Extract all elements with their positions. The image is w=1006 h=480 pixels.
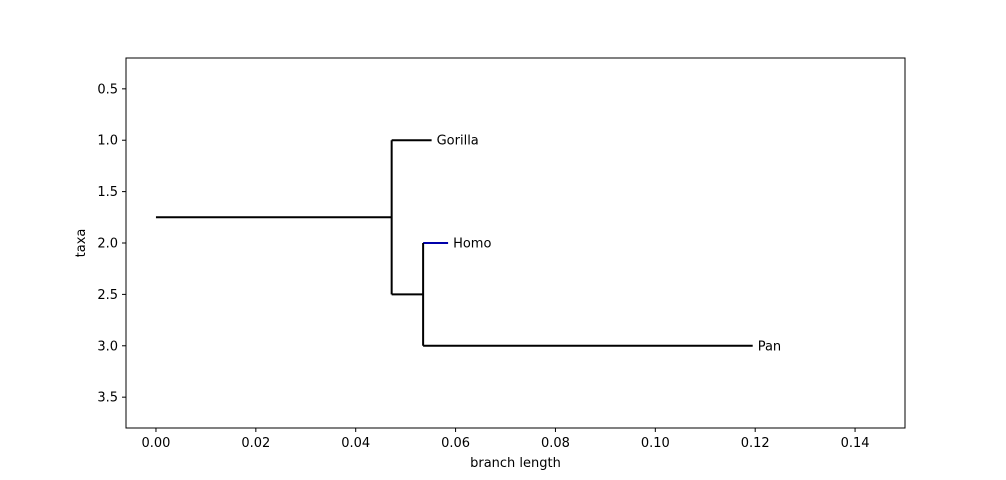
y-tick-label: 2.5 bbox=[97, 288, 118, 303]
taxon-label-gorilla: Gorilla bbox=[437, 134, 479, 149]
x-tick-label: 0.12 bbox=[741, 436, 770, 451]
y-tick-label: 1.0 bbox=[97, 134, 118, 149]
y-axis: 0.5 1.0 1.5 2.0 2.5 3.0 3.5 bbox=[97, 82, 126, 406]
taxon-labels: Gorilla Homo Pan bbox=[437, 134, 782, 355]
x-axis-title: branch length bbox=[470, 456, 561, 471]
y-tick-label: 0.5 bbox=[97, 82, 118, 97]
x-tick-label: 0.02 bbox=[241, 436, 270, 451]
y-axis-title: taxa bbox=[74, 229, 89, 258]
x-tick-label: 0.14 bbox=[841, 436, 870, 451]
x-tick-label: 0.10 bbox=[641, 436, 670, 451]
x-axis: 0.00 0.02 0.04 0.06 0.08 0.10 0.12 0.14 bbox=[141, 428, 870, 451]
plot-frame bbox=[125, 57, 906, 429]
x-tick-label: 0.08 bbox=[541, 436, 570, 451]
taxon-label-pan: Pan bbox=[758, 339, 781, 354]
taxon-label-homo: Homo bbox=[453, 237, 491, 252]
y-tick-label: 2.0 bbox=[97, 237, 118, 252]
x-tick-label: 0.04 bbox=[341, 436, 370, 451]
x-tick-label: 0.00 bbox=[141, 436, 170, 451]
tree-branches bbox=[155, 139, 753, 347]
y-tick-label: 3.0 bbox=[97, 339, 118, 354]
y-tick-label: 3.5 bbox=[97, 391, 118, 406]
y-tick-label: 1.5 bbox=[97, 185, 118, 200]
x-tick-label: 0.06 bbox=[441, 436, 470, 451]
